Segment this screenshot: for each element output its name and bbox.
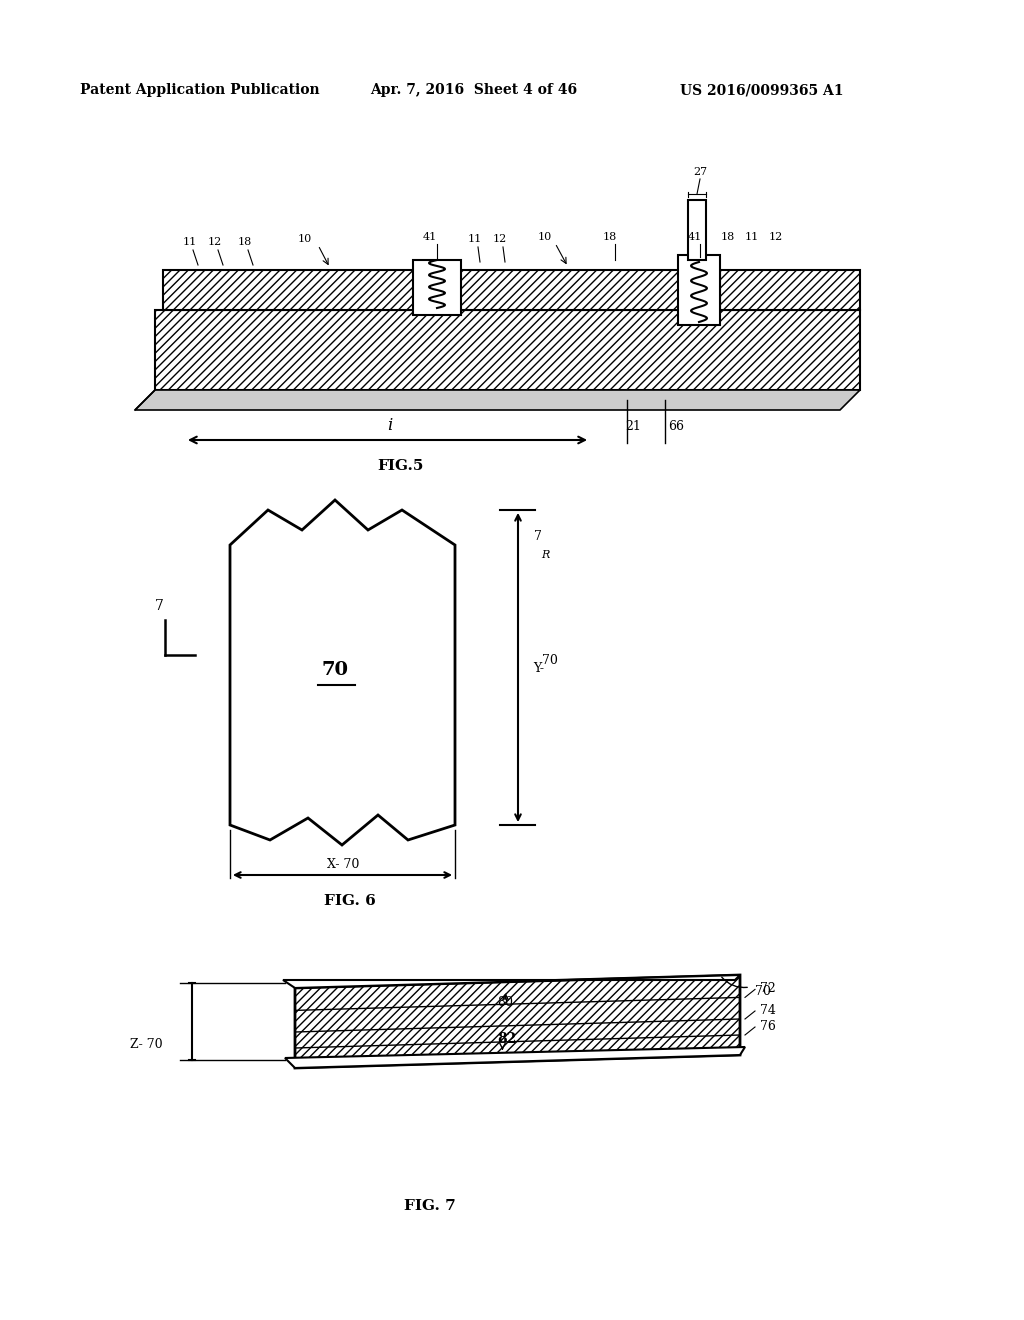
Text: 41: 41 <box>688 232 702 242</box>
Polygon shape <box>135 389 860 411</box>
Bar <box>678 255 720 325</box>
Bar <box>720 271 860 310</box>
Text: 82: 82 <box>498 1032 517 1045</box>
Text: 72: 72 <box>760 982 776 995</box>
Text: FIG. 7: FIG. 7 <box>404 1199 456 1213</box>
Polygon shape <box>295 975 740 1068</box>
Text: 70: 70 <box>755 985 771 998</box>
Bar <box>460 271 680 310</box>
Text: US 2016/0099365 A1: US 2016/0099365 A1 <box>680 83 844 96</box>
Text: 70: 70 <box>542 653 558 667</box>
Text: FIG.5: FIG.5 <box>377 459 423 473</box>
Text: Patent Application Publication: Patent Application Publication <box>80 83 319 96</box>
Text: 21: 21 <box>625 420 641 433</box>
Text: 76: 76 <box>760 1020 776 1034</box>
Bar <box>688 201 706 260</box>
Text: 12: 12 <box>769 232 783 242</box>
Text: 11: 11 <box>468 234 482 244</box>
Text: 11: 11 <box>183 238 198 247</box>
Text: 74: 74 <box>760 1005 776 1016</box>
Text: 7: 7 <box>534 531 542 543</box>
Bar <box>460 271 680 310</box>
Text: i: i <box>387 417 392 434</box>
Polygon shape <box>285 1047 745 1068</box>
Text: 11: 11 <box>744 232 759 242</box>
Text: 12: 12 <box>493 234 507 244</box>
Text: 27: 27 <box>693 168 707 177</box>
Text: 70: 70 <box>322 661 348 678</box>
Text: 10: 10 <box>298 234 312 244</box>
Text: Y-: Y- <box>534 661 544 675</box>
Text: 18: 18 <box>721 232 735 242</box>
Text: Apr. 7, 2016  Sheet 4 of 46: Apr. 7, 2016 Sheet 4 of 46 <box>370 83 578 96</box>
Text: 7: 7 <box>155 599 164 612</box>
Text: 80: 80 <box>498 997 513 1008</box>
Bar <box>155 310 860 389</box>
Polygon shape <box>283 975 740 987</box>
Polygon shape <box>230 500 455 845</box>
Text: 18: 18 <box>603 232 617 242</box>
Bar <box>163 271 415 310</box>
Text: X- 70: X- 70 <box>327 858 359 871</box>
Bar <box>720 271 860 310</box>
Text: FIG. 6: FIG. 6 <box>325 894 376 908</box>
Text: 12: 12 <box>208 238 222 247</box>
Bar <box>155 310 860 389</box>
Text: Z- 70: Z- 70 <box>130 1038 163 1051</box>
Text: R: R <box>541 550 549 560</box>
Bar <box>413 260 461 315</box>
Text: 10: 10 <box>538 232 552 242</box>
Text: 18: 18 <box>238 238 252 247</box>
Bar <box>163 271 415 310</box>
Text: 41: 41 <box>423 232 437 242</box>
Text: 66: 66 <box>668 420 684 433</box>
